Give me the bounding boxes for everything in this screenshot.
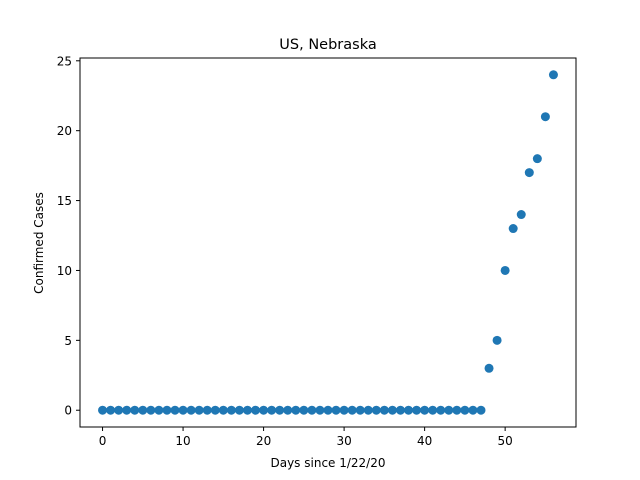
data-point — [307, 405, 317, 415]
data-point — [226, 405, 236, 415]
y-tick-label: 15 — [57, 194, 72, 208]
data-point — [210, 405, 220, 415]
data-point — [452, 405, 462, 415]
y-tick-label: 0 — [64, 404, 72, 418]
data-point — [548, 70, 558, 80]
x-tick-label: 20 — [256, 434, 271, 448]
x-tick-label: 40 — [417, 434, 432, 448]
data-point — [170, 405, 180, 415]
data-point — [484, 363, 494, 373]
y-tick-label: 10 — [57, 264, 72, 278]
data-point — [532, 154, 542, 164]
data-point — [412, 405, 422, 415]
data-point — [371, 405, 381, 415]
data-point — [242, 405, 252, 415]
y-tick-label: 25 — [57, 54, 72, 68]
data-point — [508, 224, 518, 234]
data-point — [420, 405, 430, 415]
data-point — [178, 405, 188, 415]
data-points — [98, 70, 558, 415]
data-point — [355, 405, 365, 415]
y-axis-label: Confirmed Cases — [32, 192, 46, 294]
data-point — [234, 405, 244, 415]
x-tick-label: 0 — [99, 434, 107, 448]
data-point — [162, 405, 172, 415]
data-point — [275, 405, 285, 415]
data-point — [379, 405, 389, 415]
x-tick-label: 50 — [498, 434, 513, 448]
data-point — [267, 405, 277, 415]
data-point — [524, 168, 534, 178]
chart-title: US, Nebraska — [279, 37, 376, 53]
data-point — [460, 405, 470, 415]
y-tick-label: 5 — [64, 334, 72, 348]
data-point — [146, 405, 156, 415]
data-point — [154, 405, 164, 415]
data-point — [540, 112, 550, 122]
data-point — [259, 405, 269, 415]
x-tick-label: 10 — [175, 434, 190, 448]
data-point — [516, 210, 526, 220]
data-point — [218, 405, 228, 415]
data-point — [194, 405, 204, 415]
data-point — [436, 405, 446, 415]
data-point — [404, 405, 414, 415]
data-point — [98, 405, 108, 415]
data-point — [202, 405, 212, 415]
data-point — [291, 405, 301, 415]
data-point — [468, 405, 478, 415]
data-point — [130, 405, 140, 415]
plot-frame — [79, 57, 577, 428]
x-tick-label: 30 — [336, 434, 351, 448]
data-point — [138, 405, 148, 415]
data-point — [444, 405, 454, 415]
y-axis-ticks: 0 5 10 15 20 25 — [57, 54, 80, 418]
data-point — [331, 405, 341, 415]
data-point — [251, 405, 261, 415]
data-point — [500, 265, 510, 275]
data-point — [363, 405, 373, 415]
data-point — [283, 405, 293, 415]
data-point — [387, 405, 397, 415]
y-tick-label: 20 — [57, 124, 72, 138]
data-point — [299, 405, 309, 415]
data-point — [339, 405, 349, 415]
data-point — [476, 405, 486, 415]
data-point — [347, 405, 357, 415]
data-point — [428, 405, 438, 415]
x-axis-label: Days since 1/22/20 — [270, 456, 385, 470]
x-axis-ticks: 0 10 20 30 40 50 — [99, 427, 513, 448]
data-point — [315, 405, 325, 415]
data-point — [186, 405, 196, 415]
data-point — [492, 335, 502, 345]
data-point — [395, 405, 405, 415]
data-point — [106, 405, 116, 415]
data-point — [323, 405, 333, 415]
data-point — [114, 405, 124, 415]
data-point — [122, 405, 132, 415]
